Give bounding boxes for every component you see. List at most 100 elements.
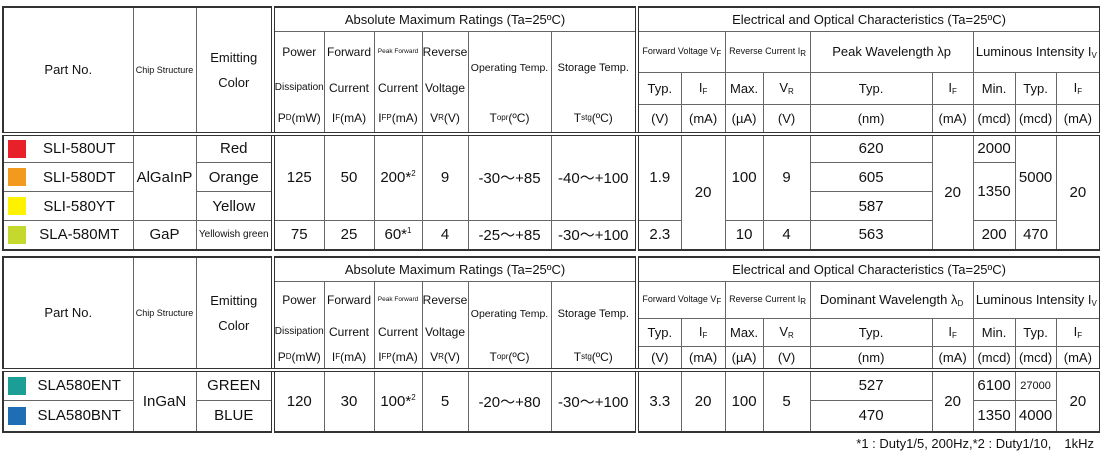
text: (V)	[651, 110, 669, 126]
subscript: stg	[581, 352, 592, 361]
text: GaP	[149, 226, 180, 244]
text: I	[698, 324, 703, 340]
text: 9	[440, 169, 450, 187]
data-cell: Red	[195, 131, 274, 163]
spec-table: Part No. Chip Structure Emitting Color Absol…	[2, 6, 1100, 251]
header-cell: Typ.	[809, 71, 933, 106]
header-cell: IF	[931, 317, 974, 348]
data-cell: 1350	[972, 162, 1016, 221]
data-cell: 470	[1014, 220, 1057, 250]
text: 20	[694, 183, 712, 201]
header-stack: Forward Current I F (mA)	[325, 32, 373, 132]
text: 1350	[977, 183, 1011, 200]
header-cell: Emitting Color	[195, 256, 274, 370]
text: I	[698, 80, 703, 96]
text: Typ.	[1023, 324, 1048, 340]
data-cell: 20	[931, 131, 974, 250]
text: Peak Wavelength λp	[832, 44, 951, 59]
text: (mA)	[1063, 349, 1092, 365]
data-cell: 20	[931, 367, 974, 432]
text: 470	[858, 407, 884, 425]
text: -40～+100	[558, 170, 629, 188]
part-number: SLI-580UT	[42, 140, 116, 158]
text: Current	[377, 80, 418, 95]
text: 4	[782, 226, 791, 244]
data-cell: 4	[421, 220, 469, 250]
data-cell: 587	[809, 191, 933, 221]
data-cell: 100	[724, 367, 764, 432]
subscript: R	[438, 113, 444, 122]
data-cell: -30～+100	[550, 367, 638, 432]
header-cell: (mA)	[680, 346, 726, 370]
data-cell: 4000	[1014, 400, 1057, 432]
text: AlGaInP	[136, 169, 193, 187]
data-cell: 100	[724, 131, 764, 221]
text: I	[331, 349, 336, 364]
text: Dominant Wavelength λ	[819, 291, 958, 307]
text: 605	[858, 168, 884, 186]
header-cell: IF	[1055, 317, 1100, 348]
text: 20	[1069, 392, 1087, 410]
text: (ºC)	[591, 110, 613, 125]
text: Red	[219, 140, 248, 158]
text: Forward	[326, 292, 371, 307]
text: 527	[858, 377, 884, 395]
header-cell: Power Dissipation P D (mW)	[272, 280, 325, 370]
text: 10	[735, 226, 753, 244]
text: (mW)	[291, 110, 321, 125]
data-cell: 5000	[1014, 131, 1057, 221]
header-cell: Typ.	[636, 71, 682, 106]
text: I	[1073, 80, 1078, 96]
subscript: V	[1091, 50, 1097, 60]
text: I	[948, 80, 952, 96]
subscript: D	[285, 113, 292, 122]
text: Power	[282, 292, 317, 307]
header-line: V R (V)	[423, 104, 467, 132]
text: (mA)	[688, 349, 718, 365]
color-swatch	[8, 406, 26, 425]
header-cell: Min.	[972, 317, 1016, 348]
text: (mW)	[291, 349, 321, 364]
text: 3.3	[649, 392, 671, 410]
header-line: Current	[325, 318, 373, 346]
header-cell: (mcd)	[1014, 104, 1057, 134]
part-number: SLI-580YT	[43, 197, 116, 215]
data-row: SLI-580DT Orange 605 1350	[2, 162, 1100, 221]
header-line: Voltage	[423, 318, 467, 346]
data-cell: Yellowish green	[195, 220, 274, 250]
text: (mA)	[1063, 110, 1092, 126]
color-swatch	[8, 139, 26, 158]
text: (mA)	[340, 349, 367, 364]
text: Forward	[326, 44, 371, 59]
subscript: F	[335, 352, 341, 361]
superscript: 2	[411, 169, 416, 179]
header-cell: Chip Structure	[132, 256, 197, 370]
header-line: Dissipation	[275, 318, 323, 346]
text: Dissipation	[274, 82, 324, 93]
text: Peak Forward	[377, 296, 419, 303]
color-swatch	[8, 168, 26, 186]
data-cell: 5	[762, 367, 811, 432]
header-line: P D (mW)	[275, 104, 323, 132]
header-line: P D (mW)	[275, 346, 323, 368]
subscript: opr	[496, 113, 509, 122]
header-line: I F (mA)	[325, 104, 373, 132]
data-row: SLI-580UT AlGaInP Red 125 50 200*2 9 -30～+85 -40…	[2, 131, 1100, 250]
group-title: Electrical and Optical Characteristics (…	[636, 6, 1100, 32]
header-cell: Dominant Wavelength λD	[809, 280, 974, 319]
text: 587	[858, 197, 884, 215]
subscript: opr	[496, 352, 509, 361]
data-cell: 10	[724, 220, 764, 250]
data-cell: 200*2	[373, 131, 423, 221]
data-cell: 527	[809, 367, 933, 401]
data-cell: GREEN	[195, 367, 274, 401]
text: (ºC)	[508, 349, 530, 364]
text: Min.	[981, 324, 1007, 340]
data-cell: 20	[680, 367, 726, 432]
header-cell: (mA)	[680, 104, 726, 134]
header: Part No. Chip Structure Emitting Color Absol…	[2, 256, 1100, 370]
text: 200	[981, 226, 1007, 244]
text: (mA)	[938, 349, 967, 365]
data-cell: Yellow	[195, 191, 274, 221]
